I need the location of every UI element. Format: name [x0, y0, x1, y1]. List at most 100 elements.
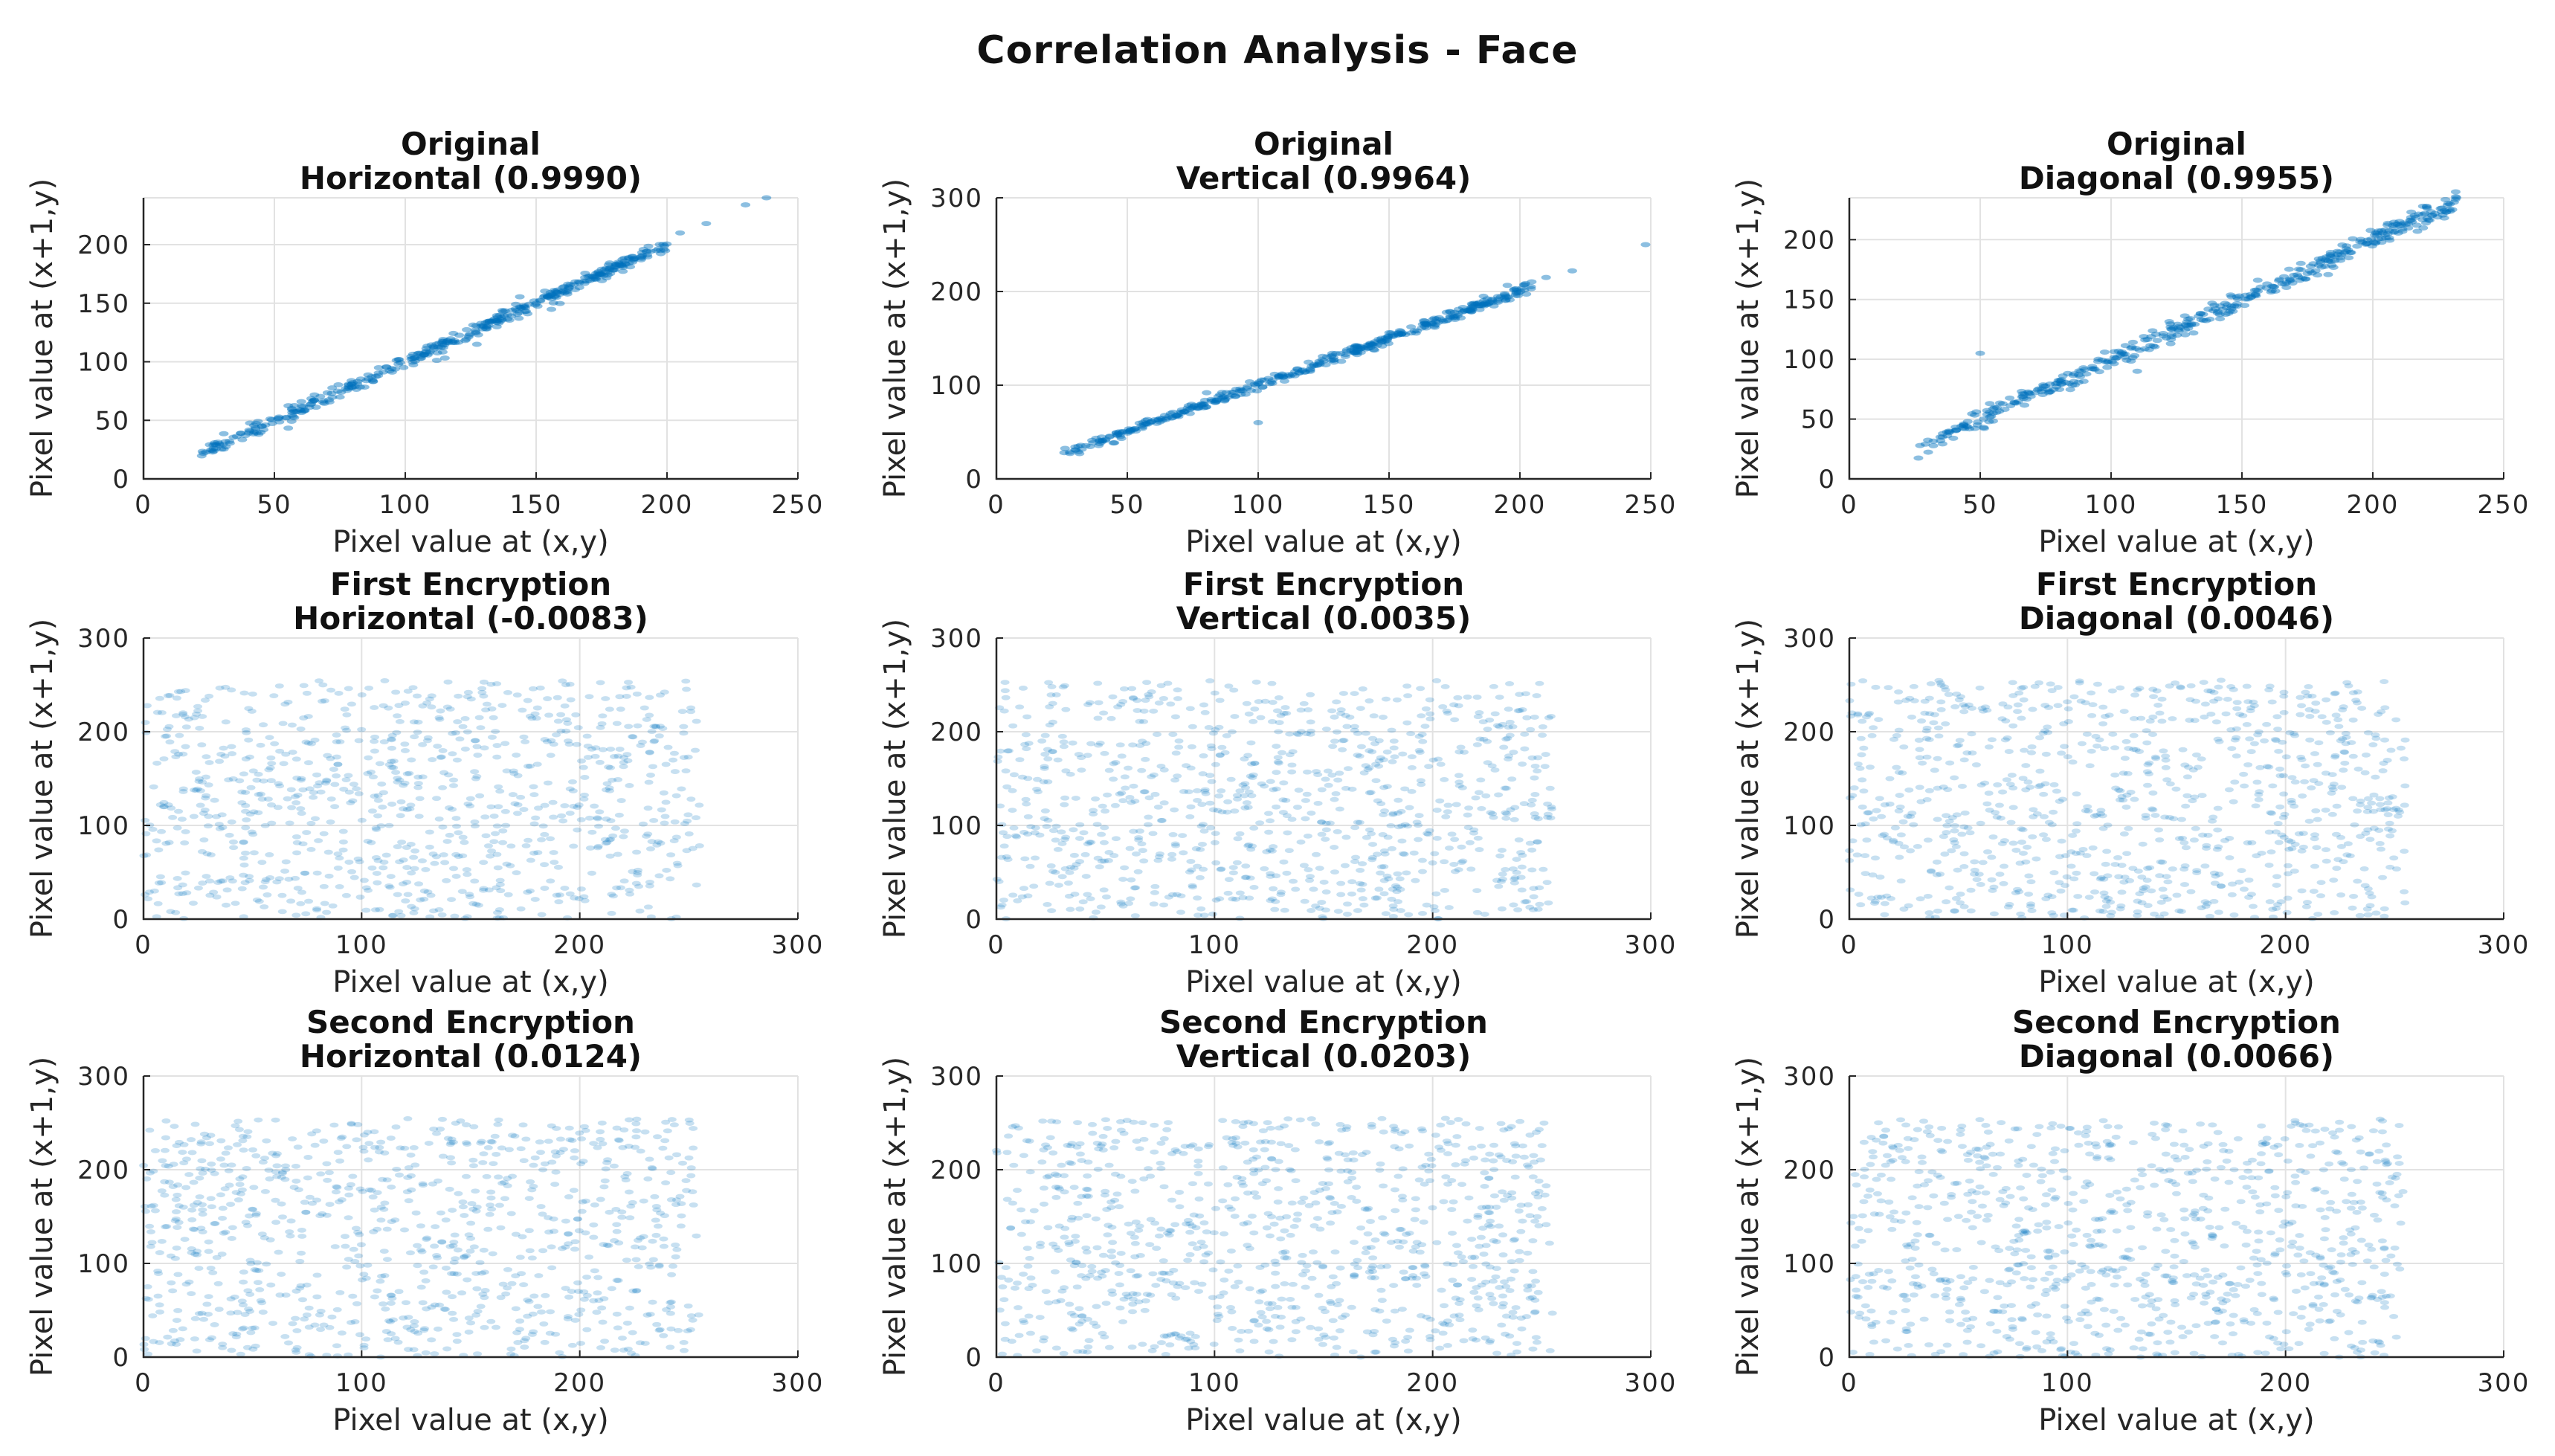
chart-4-point [540, 862, 550, 868]
chart-6-point [2069, 907, 2078, 913]
chart-6-point [2371, 910, 2381, 916]
chart-4-point [141, 817, 150, 823]
chart-7-point [659, 1243, 668, 1249]
chart-4-x-axis-label: Pixel value at (x,y) [332, 965, 608, 999]
chart-6-point [2049, 870, 2059, 875]
chart-5-point [1424, 764, 1434, 770]
chart-6-point [2072, 791, 2081, 797]
chart-6-point [2327, 790, 2336, 796]
chart-7-point [507, 1281, 517, 1286]
chart-2-point [1450, 315, 1460, 320]
chart-4-point [583, 743, 593, 749]
chart-4-point [645, 773, 655, 778]
chart-7-point [493, 1121, 503, 1127]
chart-6-point [1926, 681, 1936, 686]
chart-4-point [152, 838, 161, 844]
chart-5-point [1367, 831, 1376, 837]
chart-1-point [662, 241, 672, 247]
chart-2-point [1167, 415, 1177, 421]
chart-2-point [1125, 428, 1135, 434]
chart-6-point [2162, 777, 2172, 783]
chart-5-point [1071, 796, 1080, 801]
chart-6-point [1951, 895, 1961, 901]
chart-4-point [442, 839, 452, 844]
chart-6-point [2385, 833, 2395, 839]
chart-5-point [1490, 711, 1500, 717]
chart-4-point [465, 796, 475, 802]
chart-4-point [625, 887, 634, 893]
chart-7-point [464, 1315, 474, 1321]
chart-7-point [161, 1118, 171, 1124]
chart-4-point [172, 695, 181, 701]
chart-2-point [1159, 413, 1170, 419]
chart-5-point [1051, 823, 1061, 829]
chart-1-point [602, 275, 612, 281]
chart-7-point [527, 1332, 537, 1337]
chart-5-point [1313, 800, 1323, 806]
chart-4-point [277, 909, 287, 915]
chart-5-point [1287, 762, 1297, 768]
chart-5-point [1425, 716, 1435, 722]
chart-3-point [1984, 419, 1994, 425]
chart-7-point [483, 1144, 493, 1150]
chart-6-point [1909, 683, 1918, 689]
chart-4-point [171, 909, 181, 915]
chart-1-point [462, 326, 472, 332]
chart-5-point [1321, 827, 1331, 833]
chart-5-point [1045, 880, 1054, 886]
chart-6-point [1901, 698, 1911, 703]
chart-6-point [2213, 736, 2223, 742]
chart-7-point [312, 1294, 322, 1300]
chart-5-point [1137, 767, 1147, 773]
chart-4-point [415, 796, 425, 802]
chart-1-point [236, 431, 246, 437]
chart-5-point [1521, 898, 1531, 904]
chart-5-point [1319, 879, 1329, 885]
chart-5-point [1092, 822, 1102, 828]
chart-5-point [1015, 704, 1025, 710]
chart-7-point [300, 1316, 309, 1322]
chart-7-point [664, 1155, 674, 1161]
chart-4-point [450, 913, 460, 919]
chart-6-point [2040, 814, 2049, 819]
chart-6-point [1872, 808, 1881, 814]
chart-4-point [190, 787, 199, 793]
chart-6-point [2026, 785, 2035, 790]
chart-4-point [397, 840, 407, 845]
chart-7-point [677, 1160, 687, 1166]
chart-6-point [2229, 912, 2239, 918]
chart-4-x-tick-label: 300 [772, 930, 825, 960]
chart-4-point [606, 747, 616, 752]
chart-6-point [1894, 727, 1904, 733]
chart-6-point [2340, 760, 2350, 766]
chart-7-point [529, 1293, 539, 1299]
chart-6-point [2342, 735, 2351, 740]
chart-5-point [1008, 808, 1017, 814]
chart-7-point [668, 1263, 677, 1269]
chart-4-point [284, 876, 294, 882]
chart-6-point [2028, 834, 2037, 840]
chart-6-point [1930, 712, 1939, 718]
chart-5-point [1099, 840, 1109, 845]
chart-1-point [448, 340, 458, 346]
chart-7-point [443, 1136, 453, 1141]
chart-7-point [210, 1322, 219, 1327]
chart-2-point [1495, 294, 1506, 300]
chart-4-point [494, 784, 503, 790]
chart-4-point [418, 741, 428, 747]
chart-3-point [2330, 258, 2340, 264]
chart-7-point [239, 1279, 248, 1285]
chart-5-point [1341, 785, 1351, 791]
chart-2-point [1350, 349, 1361, 355]
chart-7-point [232, 1331, 242, 1337]
chart-1-point [434, 340, 445, 346]
chart-6-point [2365, 890, 2374, 896]
chart-7-point [434, 1326, 443, 1332]
chart-7-point [640, 1129, 650, 1135]
chart-4-point [625, 783, 634, 788]
chart-7-point [660, 1138, 670, 1144]
chart-4-point [584, 815, 594, 821]
chart-5-point [1285, 731, 1295, 737]
chart-4-point [291, 834, 301, 840]
chart-4-point [402, 771, 412, 777]
